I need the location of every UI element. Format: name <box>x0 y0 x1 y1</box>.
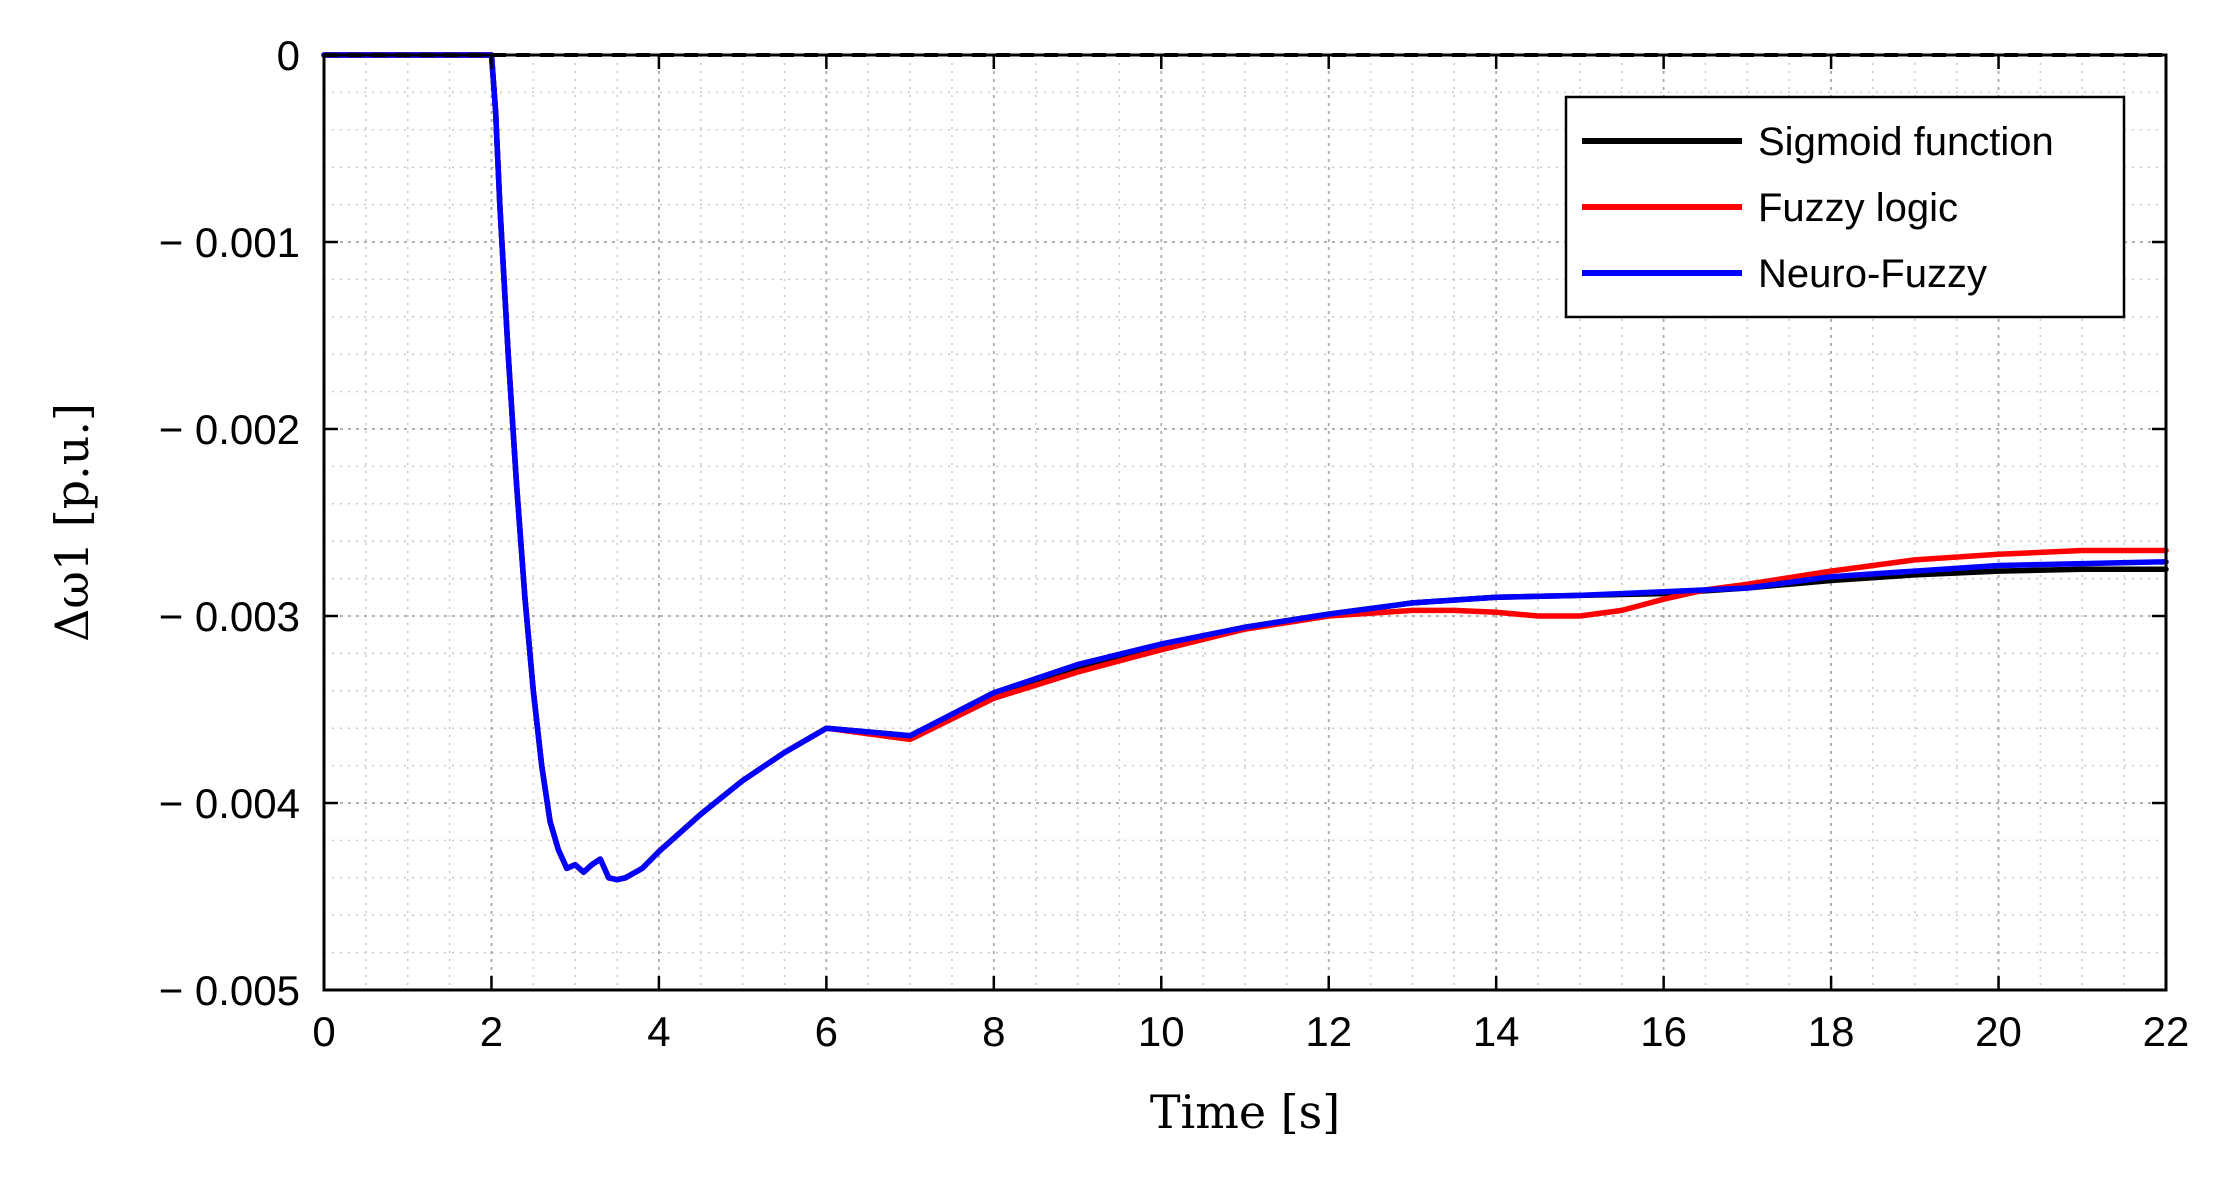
y-tick-label: 0 <box>277 32 300 79</box>
y-tick-label: − 0.005 <box>159 967 300 1014</box>
y-tick-label: − 0.001 <box>159 219 300 266</box>
x-tick-label: 8 <box>982 1008 1005 1055</box>
x-tick-label: 2 <box>480 1008 503 1055</box>
x-tick-label: 12 <box>1305 1008 1352 1055</box>
x-axis-label: Time [s] <box>1150 1085 1340 1139</box>
legend-label: Sigmoid function <box>1758 120 2054 164</box>
x-tick-label: 18 <box>1808 1008 1855 1055</box>
y-tick-label: − 0.004 <box>159 780 300 827</box>
x-tick-label: 10 <box>1138 1008 1185 1055</box>
x-tick-label: 14 <box>1473 1008 1520 1055</box>
x-tick-label: 0 <box>312 1008 335 1055</box>
legend-items: Sigmoid function Fuzzy logic Neuro-Fuzzy <box>1582 120 2054 296</box>
y-axis-label: Δω1 [p.u.] <box>45 403 99 642</box>
x-tick-label: 16 <box>1640 1008 1687 1055</box>
legend: Sigmoid function Fuzzy logic Neuro-Fuzzy <box>1564 95 2126 319</box>
y-tick-label: − 0.003 <box>159 593 300 640</box>
x-tick-label: 4 <box>647 1008 670 1055</box>
y-tick-label: − 0.002 <box>159 406 300 453</box>
legend-label: Fuzzy logic <box>1758 186 1958 230</box>
tick-labels: 0 2 4 6 8 10 12 14 16 18 20 22 0 − 0.001 − 0.002 − 0.00… <box>159 32 2190 1055</box>
axis-ticks <box>322 53 2168 992</box>
legend-label: Neuro-Fuzzy <box>1758 252 1987 296</box>
series-line-neuro-fuzzy <box>321 52 2169 883</box>
x-tick-label: 6 <box>815 1008 838 1055</box>
x-tick-label: 20 <box>1975 1008 2022 1055</box>
x-tick-label: 22 <box>2143 1008 2190 1055</box>
plot-frame <box>322 53 2168 992</box>
